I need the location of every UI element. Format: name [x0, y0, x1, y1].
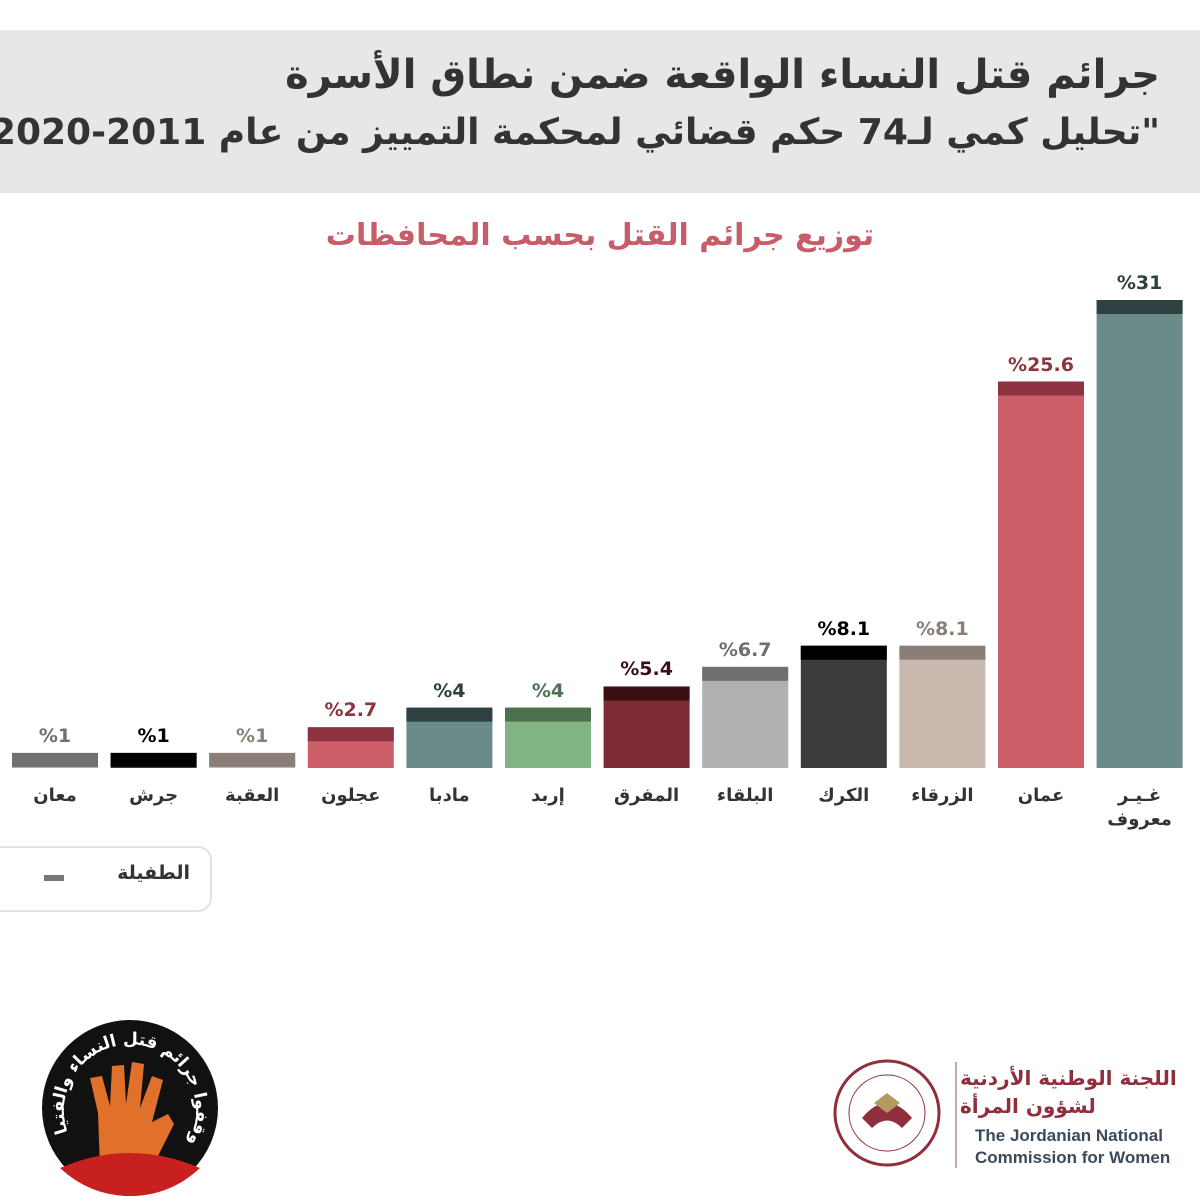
bar: [998, 381, 1084, 768]
x-tick-label: مادبا: [429, 785, 470, 806]
bar-cap: [110, 752, 197, 767]
bar: [603, 686, 690, 768]
value-label: %6.7: [718, 638, 772, 661]
bar: [800, 645, 887, 768]
header-band: [0, 30, 1200, 193]
value-label: %5.4: [620, 658, 673, 681]
seal-diamond: [874, 1093, 900, 1113]
bar: [505, 707, 591, 768]
legend-box: [0, 846, 212, 912]
divider: [955, 1062, 957, 1168]
x-tick-label: عجلون: [321, 785, 381, 806]
bar-body: [998, 381, 1084, 768]
value-label: %4: [433, 679, 466, 702]
org-arabic-1: اللجنة الوطنية الأردنية: [960, 1066, 1177, 1090]
bar-cap: [702, 666, 789, 681]
bar: [406, 707, 493, 768]
bar-cap: [1096, 300, 1183, 314]
value-label: %8.1: [916, 617, 969, 640]
commission-seal: [833, 1059, 941, 1167]
x-tick-label: غـيـر معروف: [1107, 785, 1172, 830]
value-label: %1: [38, 724, 72, 747]
header-title: جرائم قتل النساء الواقعة ضمن نطاق الأسرة: [285, 52, 1160, 98]
legend-label: الطفيلة: [117, 862, 190, 884]
value-label: %1: [137, 724, 170, 747]
bar-cap: [209, 752, 296, 767]
value-label: %4: [531, 679, 565, 702]
value-label: %2.7: [324, 699, 378, 722]
bar-cap: [899, 645, 986, 660]
bar-cap: [603, 686, 690, 701]
value-label: %31: [1116, 272, 1163, 294]
seal-emblem: [862, 1103, 912, 1128]
bar-cap: [800, 645, 887, 660]
value-label: %8.1: [817, 617, 871, 640]
x-tick-label: الزرقاء: [911, 785, 974, 806]
x-tick-label: إربد: [531, 785, 565, 806]
bar: [209, 752, 296, 768]
legend-swatch: [44, 875, 64, 881]
bar-body: [702, 666, 789, 768]
bar: [899, 645, 986, 768]
org-english-2: Commission for Women: [975, 1148, 1171, 1167]
org-english-1: The Jordanian National: [975, 1126, 1163, 1145]
x-tick-label: المفرق: [613, 785, 680, 806]
bar-cap: [12, 752, 98, 767]
blood-icon: [60, 1153, 200, 1196]
bar-body: [800, 645, 887, 768]
bar-cap: [998, 381, 1084, 396]
bar-body: [1096, 300, 1183, 768]
header-subtitle: "تحليل كمي لـ74 حكم قضائي لمحكمة التمييز…: [0, 112, 1160, 153]
x-tick-label: معان: [33, 785, 77, 806]
x-tick-label: البلقاء: [716, 785, 774, 806]
value-label: %25.6: [1008, 353, 1074, 376]
bar-cap: [505, 707, 591, 722]
bar-cap: [406, 707, 493, 722]
campaign-logo: أوقفوا جرائم قتل النساء والفتيات: [40, 1018, 218, 1196]
bar: [307, 727, 394, 768]
bar: [110, 752, 197, 768]
bar: [702, 666, 789, 768]
x-tick-label: العقبة: [225, 785, 280, 806]
value-label: %1: [236, 724, 269, 747]
bar: [12, 752, 98, 768]
bar: [1096, 300, 1183, 768]
bar-cap: [307, 727, 394, 742]
x-tick-label: الكرك: [818, 785, 870, 806]
hand-icon: [90, 1062, 174, 1168]
x-tick-label: جرش: [129, 785, 179, 806]
chart-title: توزيع جرائم القتل بحسب المحافظات: [325, 218, 875, 253]
x-tick-label: عمان: [1017, 785, 1065, 806]
bar-body: [899, 645, 986, 768]
org-arabic-2: لشؤون المرأة: [960, 1094, 1096, 1118]
